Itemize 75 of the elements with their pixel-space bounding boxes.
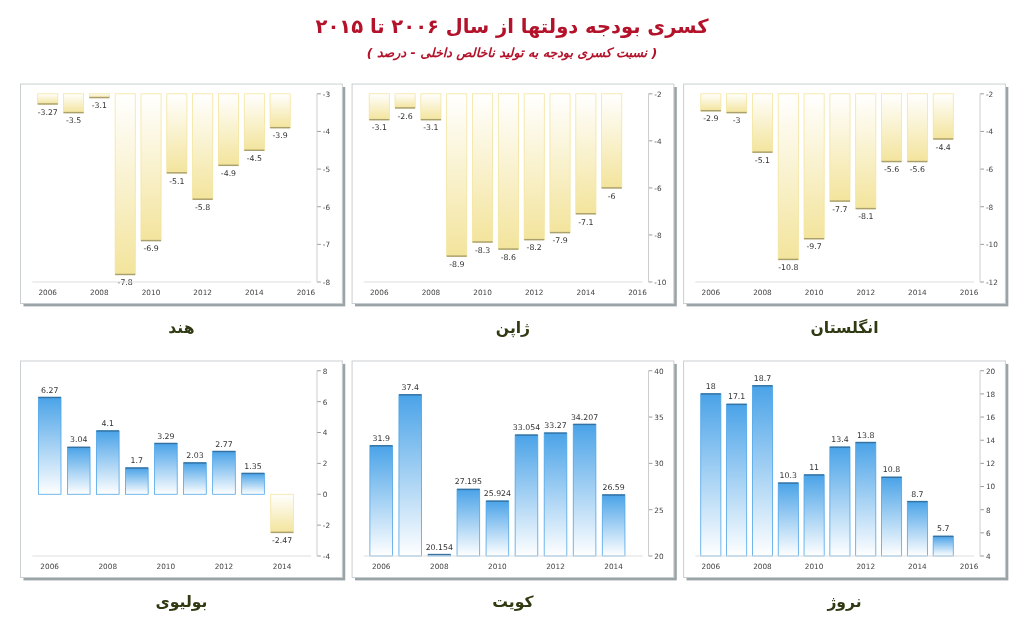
bar bbox=[241, 473, 265, 495]
data-label: 4.1 bbox=[101, 419, 115, 429]
data-label: -5.1 bbox=[169, 176, 185, 186]
bar bbox=[270, 493, 294, 533]
data-label: -9.7 bbox=[806, 242, 822, 252]
bar bbox=[67, 446, 91, 495]
bar bbox=[183, 462, 207, 495]
data-label: 10.8 bbox=[882, 465, 901, 475]
data-label: 5.7 bbox=[937, 524, 950, 534]
data-label: -7.1 bbox=[578, 217, 594, 227]
data-label: 1.35 bbox=[244, 461, 262, 471]
data-label: 2.03 bbox=[186, 451, 204, 461]
data-label: -2.9 bbox=[703, 114, 719, 124]
data-label: -10.8 bbox=[778, 263, 799, 273]
data-label: -3.1 bbox=[423, 123, 439, 133]
data-label: 25.924 bbox=[483, 489, 512, 499]
text: ( نسبت کسری بودجه به تولید ناخالص داخلی - درصد ) bbox=[366, 44, 658, 61]
data-label: 17.1 bbox=[727, 392, 746, 402]
data-label: -3.5 bbox=[65, 116, 82, 126]
data-label: 6.27 bbox=[40, 385, 59, 395]
data-label: 31.9 bbox=[372, 433, 390, 443]
data-label: 3.29 bbox=[157, 431, 175, 441]
text: بولیوی bbox=[155, 592, 208, 611]
data-label: -4.9 bbox=[220, 169, 237, 179]
bar bbox=[125, 467, 149, 495]
data-label: 27.195 bbox=[454, 477, 483, 487]
data-label: 33.054 bbox=[512, 423, 541, 433]
data-label: 20.154 bbox=[425, 542, 453, 552]
bar bbox=[96, 430, 120, 495]
data-label: 11 bbox=[809, 463, 820, 473]
data-label: -5.8 bbox=[195, 202, 211, 212]
data-label: -6 bbox=[607, 191, 616, 201]
text: انگلستان bbox=[810, 317, 879, 337]
data-label: -4.4 bbox=[935, 142, 951, 152]
text: ژاپن bbox=[495, 318, 531, 338]
data-label: -8.2 bbox=[526, 243, 542, 253]
data-label: -3.1 bbox=[371, 123, 387, 133]
bar bbox=[37, 397, 62, 495]
bar bbox=[154, 443, 178, 495]
data-label: -7.7 bbox=[832, 204, 848, 214]
text: کسری بودجه دولتها از سال ۲۰۰۶ تا ۲۰۱۵ bbox=[315, 15, 710, 39]
data-label: -5.1 bbox=[754, 155, 771, 165]
data-label: -7.8 bbox=[117, 278, 133, 288]
data-label: 26.59 bbox=[602, 483, 625, 493]
data-label: -2.47 bbox=[271, 536, 293, 546]
data-label: 8.7 bbox=[911, 489, 924, 499]
data-label: -4.5 bbox=[246, 154, 262, 163]
data-label: 18 bbox=[705, 382, 716, 392]
data-label: -6.9 bbox=[143, 244, 159, 254]
text: کویت bbox=[492, 592, 535, 611]
data-label: -8.1 bbox=[858, 212, 874, 222]
data-label: 34.207 bbox=[570, 412, 599, 422]
data-label: 33.27 bbox=[544, 421, 567, 431]
data-label: -3.27 bbox=[37, 107, 58, 117]
data-label: 2.77 bbox=[215, 439, 233, 449]
data-label: 1.7 bbox=[130, 456, 144, 466]
data-label: -5.6 bbox=[883, 165, 900, 175]
data-label: -8.9 bbox=[449, 259, 465, 269]
text: نروژ bbox=[826, 592, 862, 611]
data-label: 13.4 bbox=[831, 435, 849, 445]
data-label: 3.04 bbox=[70, 435, 88, 445]
data-label: -5.6 bbox=[909, 165, 926, 175]
data-label: 10.3 bbox=[779, 471, 797, 481]
data-label: -3 bbox=[732, 116, 741, 126]
data-label: 18.7 bbox=[753, 373, 772, 383]
data-label: -8.6 bbox=[500, 252, 517, 262]
data-label: -8.3 bbox=[474, 245, 491, 255]
bar bbox=[212, 451, 236, 495]
data-label: 37.4 bbox=[401, 382, 419, 392]
data-label: -2.6 bbox=[397, 111, 413, 121]
data-label: 13.8 bbox=[857, 430, 875, 440]
data-label: -7.9 bbox=[552, 236, 568, 246]
text: هند bbox=[168, 318, 195, 337]
data-label: -3.1 bbox=[91, 101, 108, 111]
data-label: -3.9 bbox=[272, 131, 288, 141]
